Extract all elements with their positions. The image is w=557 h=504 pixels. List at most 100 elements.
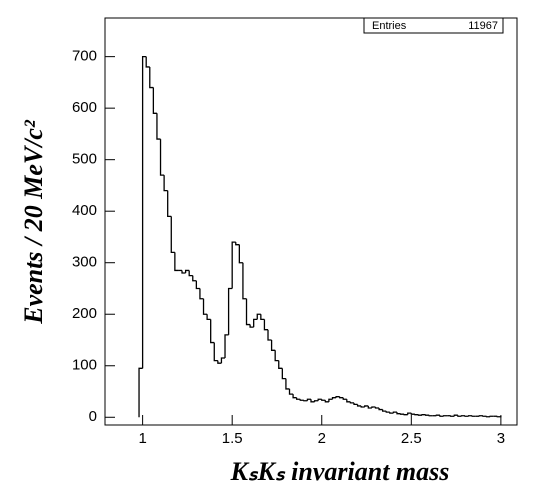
y-axis-label: Events / 20 MeV/c² xyxy=(19,119,48,325)
x-tick-label: 2 xyxy=(318,430,326,447)
histogram-bin xyxy=(389,412,394,414)
histogram-bin xyxy=(202,298,208,315)
histogram-bin xyxy=(235,242,240,246)
histogram-bin xyxy=(414,414,419,416)
histogram-bin xyxy=(324,400,329,403)
histogram-bin xyxy=(403,414,408,416)
histogram-bin xyxy=(138,367,143,418)
histogram-bin xyxy=(353,402,358,406)
histogram-bin xyxy=(206,314,211,321)
histogram-bin xyxy=(313,400,319,402)
histogram-bin xyxy=(245,298,251,326)
y-tick-label: 200 xyxy=(72,305,97,322)
histogram-bin xyxy=(281,368,286,380)
histogram-bin xyxy=(278,360,283,369)
histogram-bin xyxy=(482,415,487,417)
plot-frame xyxy=(104,17,518,426)
histogram-bin xyxy=(145,56,150,68)
stats-value: 11967 xyxy=(468,20,498,32)
histogram-bin xyxy=(399,413,405,415)
histogram-bin xyxy=(382,409,387,412)
histogram-bin xyxy=(285,378,290,390)
histogram-bin xyxy=(292,394,297,399)
histogram-bin xyxy=(296,397,301,400)
histogram-bin xyxy=(453,414,458,417)
histogram-bin xyxy=(321,399,326,401)
x-tick-label: 1.5 xyxy=(222,430,243,447)
histogram-bin xyxy=(227,287,233,335)
x-tick-label: 3 xyxy=(497,430,505,447)
histogram-bin xyxy=(367,405,372,409)
histogram-bin xyxy=(263,319,269,331)
histogram-bin xyxy=(464,415,469,417)
histogram-bin xyxy=(360,405,365,408)
histogram-bin xyxy=(306,398,311,401)
histogram-bin xyxy=(213,342,218,362)
histogram-bin xyxy=(260,314,265,321)
histogram-bin xyxy=(163,175,168,192)
histogram-bin xyxy=(489,415,494,417)
histogram-bin xyxy=(181,270,186,274)
histogram-bin xyxy=(496,416,502,418)
histogram-bin xyxy=(424,414,430,416)
histogram-bin xyxy=(335,396,340,398)
histogram-bin xyxy=(396,412,401,415)
histogram-bin xyxy=(152,87,157,114)
histogram-bin xyxy=(299,399,304,401)
histogram-bin xyxy=(288,388,294,395)
stats-box xyxy=(363,17,504,34)
histogram-bin xyxy=(159,139,165,176)
histogram-bin xyxy=(310,399,315,403)
y-tick-label: 700 xyxy=(72,48,97,65)
x-tick-label: 2.5 xyxy=(401,430,422,447)
histogram-bin xyxy=(450,415,455,417)
histogram-bin xyxy=(192,275,197,282)
histogram-bin xyxy=(141,55,147,369)
histogram-bin xyxy=(346,399,351,403)
histogram-bin xyxy=(270,339,276,351)
histogram-bin xyxy=(231,241,236,289)
histogram-bin xyxy=(460,415,466,417)
histogram-bin xyxy=(303,400,308,402)
histogram-bin xyxy=(371,406,376,408)
histogram-bin xyxy=(174,252,179,272)
histogram-bin xyxy=(485,416,491,418)
histogram-bin xyxy=(170,216,175,254)
y-tick-label: 300 xyxy=(72,254,97,271)
histogram-bin xyxy=(256,313,261,320)
histogram-bin xyxy=(220,357,226,364)
histogram-bin xyxy=(224,334,229,359)
histogram-bin xyxy=(439,415,444,417)
histogram-bin xyxy=(392,411,397,414)
histogram-bin xyxy=(195,280,200,290)
histogram-bin xyxy=(274,350,279,362)
histogram-bin xyxy=(238,244,243,264)
y-tick-label: 400 xyxy=(72,202,97,219)
y-tick-label: 500 xyxy=(72,151,97,168)
stats-label: Entries xyxy=(372,20,407,32)
histogram-bin xyxy=(342,397,347,400)
x-axis-label: KₛKₛ invariant mass xyxy=(230,457,450,486)
histogram-bin xyxy=(167,190,172,217)
histogram-bin xyxy=(356,404,362,407)
histogram-bin xyxy=(242,262,247,300)
histogram-bin xyxy=(407,412,412,415)
histogram-bin xyxy=(349,401,354,404)
histogram-bin xyxy=(417,414,423,416)
histogram-bin xyxy=(442,415,448,417)
histogram-bin xyxy=(331,397,337,400)
histogram-bin xyxy=(253,318,258,328)
y-tick-label: 100 xyxy=(72,357,97,374)
histogram-bin xyxy=(188,270,193,277)
histogram-bin xyxy=(199,288,204,300)
y-tick-label: 600 xyxy=(72,99,97,116)
histogram-bin xyxy=(364,405,369,407)
histogram-bin xyxy=(467,415,473,417)
x-tick-label: 1 xyxy=(138,430,146,447)
y-tick-label: 0 xyxy=(89,408,97,425)
histogram-bin xyxy=(435,414,440,416)
histogram-bin xyxy=(149,66,154,89)
histogram-bin xyxy=(249,324,254,328)
histogram-bin xyxy=(328,398,333,402)
